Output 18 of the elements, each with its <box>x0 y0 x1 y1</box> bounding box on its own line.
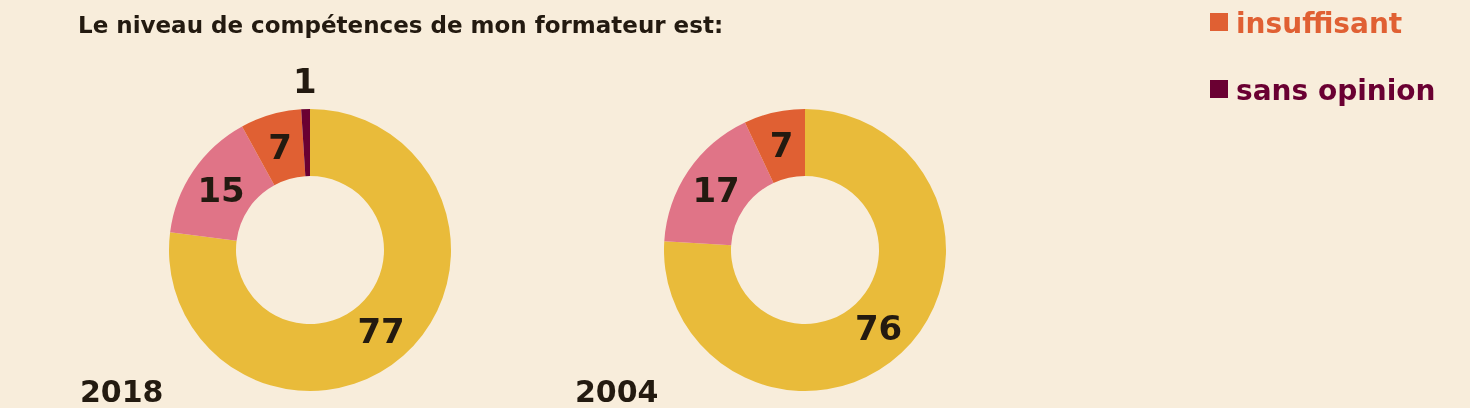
data-label: 7 <box>769 125 794 166</box>
legend-label: insuffisant <box>1236 7 1403 40</box>
data-label: 76 <box>854 308 903 349</box>
donut-slice <box>242 109 306 186</box>
donut-slice <box>169 109 451 391</box>
donut-slice <box>301 109 310 177</box>
data-label: 7 <box>268 126 292 167</box>
text: 2004 <box>575 374 659 408</box>
donut-slice <box>664 122 774 246</box>
data-label: 17 <box>692 169 740 210</box>
data-label: 1 <box>292 61 317 102</box>
data-label: 77 <box>357 310 405 351</box>
chart-title: Le niveau de compétences de mon formateur est: <box>78 12 724 38</box>
data-label: 15 <box>197 169 245 210</box>
text: 2018 <box>80 374 164 408</box>
legend-label: sans opinion <box>1236 74 1436 107</box>
donut-slice <box>744 109 805 184</box>
donut-slice <box>664 109 946 391</box>
